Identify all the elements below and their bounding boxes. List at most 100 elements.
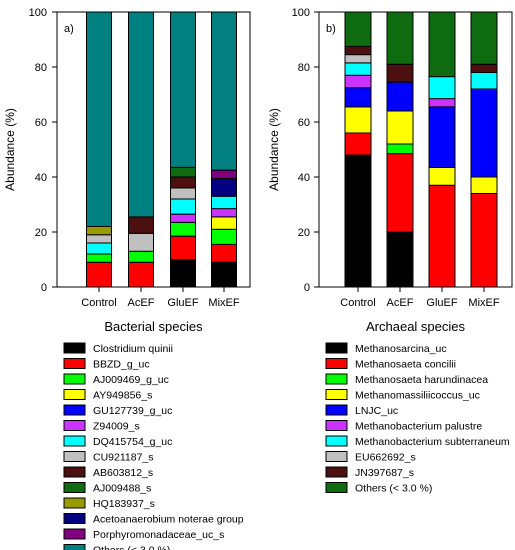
legend-swatch — [63, 513, 86, 524]
legend-swatch — [63, 451, 86, 462]
y-tick-label: 20 — [298, 227, 310, 239]
bar-segment-gluef-7 — [170, 187, 196, 200]
legend-label: Methanosaeta concilii — [355, 359, 456, 371]
bar-segment-acef-0 — [386, 231, 414, 288]
y-tick-label: 80 — [298, 62, 310, 74]
legend-label: LNJC_uc — [355, 405, 398, 417]
bar-segment-control-2 — [86, 253, 112, 263]
bar-segment-gluef-8 — [170, 176, 196, 189]
bar-segment-acef-9 — [386, 11, 414, 65]
bar-segment-mixef-6 — [470, 72, 498, 90]
bar-segment-control-13 — [86, 11, 112, 227]
legend-swatch — [325, 373, 348, 385]
bar-segment-mixef-12 — [211, 169, 237, 179]
legend-swatch — [63, 528, 86, 540]
legend-label: Clostridium quinii — [93, 343, 173, 355]
y-tick-label: 60 — [298, 117, 310, 129]
bar-segment-gluef-5 — [428, 98, 456, 108]
bar-segment-gluef-6 — [170, 198, 196, 215]
y-tick-label: 0 — [304, 282, 310, 294]
legend-swatch — [325, 466, 348, 478]
legend-label: AJ009469_g_uc — [93, 374, 169, 386]
legend-label: Acetoanaerobium noterae group — [93, 514, 244, 526]
x-tick-label: GluEF — [167, 297, 198, 309]
legend-label: Porphyromonadaceae_uc_s — [93, 529, 224, 541]
bar-segment-mixef-3 — [211, 216, 237, 230]
bar-segment-mixef-8 — [470, 63, 498, 73]
legend-label: DQ415754_g_uc — [93, 436, 172, 448]
bar-segment-acef-3 — [386, 110, 414, 145]
bar-segment-control-9 — [344, 11, 372, 47]
y-tick-label: 80 — [35, 62, 47, 74]
y-tick-label: 100 — [29, 7, 47, 19]
bar-segment-mixef-3 — [470, 176, 498, 194]
legend-swatch — [63, 404, 86, 416]
legend-label: Methanosaeta harundinacea — [355, 374, 488, 386]
legend-swatch — [63, 420, 86, 431]
y-tick-label: 40 — [298, 172, 310, 184]
legend-label: EU662692_s — [355, 452, 416, 464]
bar-segment-gluef-9 — [170, 166, 196, 178]
legend-label: GU127739_g_uc — [93, 405, 172, 417]
legend-swatch — [63, 389, 86, 400]
legend-label: AB603812_s — [93, 467, 153, 479]
x-tick-label: MixEF — [468, 297, 499, 309]
bar-segment-acef-7 — [128, 232, 154, 252]
legend-swatch — [63, 358, 86, 369]
bar-segment-control-0 — [344, 154, 372, 288]
legend-label: Z94009_s — [93, 421, 140, 433]
legend-swatch — [63, 482, 86, 493]
bar-segment-acef-8 — [386, 63, 414, 83]
legend-swatch — [325, 451, 348, 462]
y-tick-label: 40 — [35, 172, 47, 184]
plot-frame — [318, 11, 513, 288]
legend-swatch — [63, 373, 86, 385]
bar-segment-mixef-9 — [470, 11, 498, 65]
x-axis-label: Bacterial species — [104, 319, 203, 334]
x-tick-label: MixEF — [208, 297, 239, 309]
legend-label: CU921187_s — [93, 452, 154, 464]
legend: Clostridium quinii BBZD_g_uc AJ009469_g_uc… — [63, 342, 244, 550]
bar-segment-gluef-5 — [170, 213, 196, 223]
y-axis-label: Abundance (%) — [267, 108, 281, 191]
x-tick-label: Control — [340, 297, 375, 309]
bar-segment-acef-4 — [386, 81, 414, 112]
bar-segment-gluef-13 — [170, 11, 196, 168]
legend-swatch — [63, 435, 86, 447]
x-tick-label: AcEF — [387, 297, 414, 309]
bar-segment-control-6 — [86, 242, 112, 255]
bar-segment-gluef-2 — [170, 221, 196, 237]
bar-segment-acef-1 — [386, 153, 414, 233]
bar-segment-acef-2 — [386, 143, 414, 155]
bar-segment-acef-1 — [128, 261, 154, 288]
legend-label: AJ009488_s — [93, 483, 151, 495]
y-tick-label: 100 — [292, 7, 310, 19]
bar-segment-mixef-1 — [470, 193, 498, 288]
bar-segment-control-3 — [344, 106, 372, 134]
legend-label: HQ183937_s — [93, 498, 155, 510]
legend-swatch — [325, 435, 348, 447]
bar-segment-gluef-0 — [170, 259, 196, 288]
bar-segment-gluef-4 — [428, 106, 456, 168]
chart-panel-1: 0 20 40 60 80 100 Abundance (%) b) Control AcEF Gl… — [267, 7, 513, 495]
bar-segment-control-5 — [344, 74, 372, 89]
bar-segment-gluef-1 — [170, 235, 196, 260]
bar-segment-gluef-1 — [428, 184, 456, 288]
bar-segment-control-4 — [344, 87, 372, 108]
bar-segment-control-10 — [86, 226, 112, 236]
bar-segment-control-8 — [344, 45, 372, 56]
bar-segment-mixef-13 — [211, 11, 237, 171]
panel-label: a) — [64, 23, 74, 35]
bar-segment-acef-8 — [128, 216, 154, 234]
y-tick-label: 20 — [35, 227, 47, 239]
legend-label: Others (< 3.0 %) — [93, 545, 170, 550]
bar-segment-control-6 — [344, 62, 372, 76]
bar-segment-control-1 — [86, 261, 112, 288]
legend-swatch — [63, 466, 86, 478]
y-tick-label: 60 — [35, 117, 47, 129]
legend-swatch — [325, 389, 348, 400]
bar-segment-mixef-4 — [470, 88, 498, 178]
bar-segment-mixef-2 — [211, 228, 237, 245]
chart-panel-0: 0 20 40 60 80 100 Abundance (%) a) Control AcEF Gl… — [3, 7, 251, 550]
